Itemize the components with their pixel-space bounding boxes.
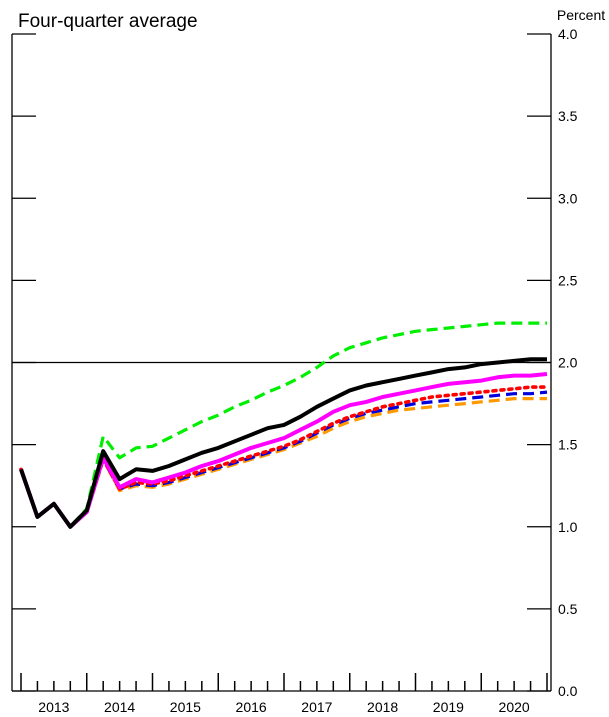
series-line-1 — [19, 357, 547, 529]
y-tick-label: 1.0 — [558, 519, 578, 535]
y-tick-label: 4.0 — [558, 26, 578, 42]
y-tick-label: 0.5 — [558, 601, 578, 617]
chart-title: Four-quarter average — [18, 11, 198, 32]
series-line-3 — [19, 321, 547, 529]
y-tick-label: 1.5 — [558, 437, 578, 453]
y-tick-label: 0.0 — [558, 683, 578, 699]
x-tick-label: 2017 — [301, 699, 332, 715]
y-tick-label: 3.5 — [558, 108, 578, 124]
x-tick-label: 2015 — [170, 699, 201, 715]
x-tick-label: 2014 — [104, 699, 135, 715]
series-line-2 — [19, 372, 548, 529]
y-tick-label: 2.5 — [558, 272, 578, 288]
y-tick-label: 3.0 — [558, 190, 578, 206]
y-axis-unit-label: Percent — [557, 7, 605, 23]
x-tick-label: 2020 — [499, 699, 530, 715]
x-tick-label: 2019 — [433, 699, 464, 715]
x-tick-label: 2013 — [38, 699, 69, 715]
y-tick-label: 2.0 — [558, 355, 578, 371]
plot-area: 0.0 0.5 1.0 1.5 2.0 2.5 3.0 3.5 4.0 2013 2014 2015 2… — [11, 26, 578, 715]
x-tick-label: 2018 — [367, 699, 398, 715]
x-tick-label: 2016 — [236, 699, 267, 715]
